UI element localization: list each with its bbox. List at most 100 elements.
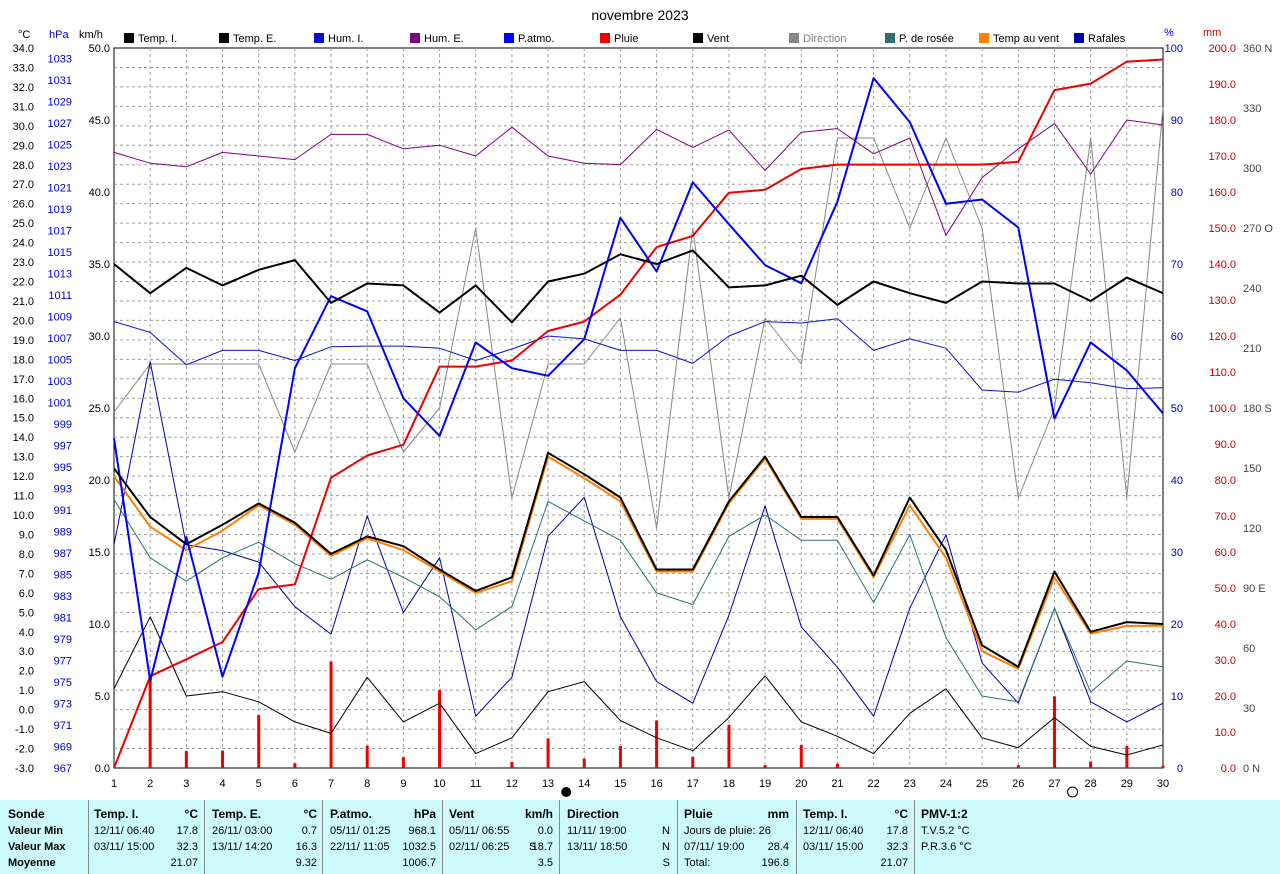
wind-tick-label: 50.0 xyxy=(89,43,110,55)
temp-e-avg: 9.32 xyxy=(295,857,317,869)
temp-tick-label: 20.0 xyxy=(13,315,34,327)
direction-min-time: 11/11/ 19:00 xyxy=(567,825,627,837)
stats-temp-e: Temp. E. °C 26/11/ 03:00 0.7 13/11/ 14:2… xyxy=(212,800,317,874)
legend-swatch xyxy=(219,33,229,43)
rain-tick-label: 80.0 xyxy=(1215,475,1236,487)
temp-e-min-time: 26/11/ 03:00 xyxy=(212,825,273,837)
legend-swatch xyxy=(789,33,799,43)
humidity-tick-label: 80 xyxy=(1171,187,1183,199)
day-tick-label: 16 xyxy=(650,778,662,790)
day-tick-label: 25 xyxy=(976,778,988,790)
legend-swatch xyxy=(124,33,134,43)
wind-tick-label: 10.0 xyxy=(89,619,110,631)
rain-tick-label: 120.0 xyxy=(1208,331,1236,343)
temp-e-max-time: 13/11/ 14:20 xyxy=(212,841,273,853)
vent-min-val: 0.0 xyxy=(537,825,553,837)
temp-tick-label: 26.0 xyxy=(13,199,34,211)
rain-bar xyxy=(1161,765,1165,768)
temp-tick-label: 18.0 xyxy=(13,354,34,366)
temp-i-max-time: 03/11/ 15:00 xyxy=(94,841,155,853)
direction-tick-label: 300 xyxy=(1243,163,1261,175)
pressure-tick-label: 969 xyxy=(54,742,72,754)
series-line-p-de-ros-e xyxy=(113,499,1164,703)
rain-tick-label: 20.0 xyxy=(1215,691,1236,703)
day-tick-label: 6 xyxy=(292,778,298,790)
pluie-unit: mm xyxy=(767,807,789,821)
rain-bar xyxy=(401,757,405,768)
rain-bar xyxy=(582,758,586,768)
pressure-tick-label: 1025 xyxy=(48,140,72,152)
stats-row-labels: Sonde Valeur Min Valeur Max Moyenne xyxy=(8,800,88,874)
direction-max-time: 13/11/ 18:50 xyxy=(567,841,628,853)
stats-direction: Direction 11/11/ 19:00 N 13/11/ 18:50 N … xyxy=(567,800,670,874)
series-line-hum-i xyxy=(113,318,1164,393)
pressure-tick-label: 1009 xyxy=(48,312,72,324)
day-tick-label: 3 xyxy=(183,778,189,790)
legend-label: Direction xyxy=(803,33,846,45)
patmo-title: P.atmo. xyxy=(330,807,372,821)
temp-i-min-val: 17.8 xyxy=(176,825,198,837)
temp-tick-label: 30.0 xyxy=(13,121,34,133)
day-tick-label: 22 xyxy=(867,778,879,790)
legend-swatch xyxy=(885,33,895,43)
day-tick-label: 15 xyxy=(614,778,626,790)
direction-tick-label: 210 xyxy=(1243,343,1261,355)
temp-tick-label: 14.0 xyxy=(13,432,34,444)
rain-tick-label: 200.0 xyxy=(1208,43,1236,55)
rain-bar xyxy=(510,761,514,768)
pluie-days: Jours de pluie: 26 xyxy=(684,825,771,837)
temp-tick-label: 5.0 xyxy=(19,607,34,619)
day-tick-label: 13 xyxy=(542,778,554,790)
direction-tick-label: 240 xyxy=(1243,283,1261,295)
temp-tick-label: -3.0 xyxy=(15,763,34,775)
vent-max-time: 02/11/ 06:25 xyxy=(449,841,510,853)
rain-tick-label: 50.0 xyxy=(1215,583,1236,595)
legend-swatch xyxy=(504,33,514,43)
separator xyxy=(88,800,89,874)
patmo-min-val: 968.1 xyxy=(408,825,436,837)
series-line-temp-i xyxy=(113,249,1164,324)
pressure-tick-label: 987 xyxy=(54,548,72,560)
patmo-min-time: 05/11/ 01:25 xyxy=(330,825,391,837)
stats-patmo: P.atmo. hPa 05/11/ 01:25 968.1 22/11/ 11… xyxy=(330,800,436,874)
legend-label: Temp au vent xyxy=(993,33,1059,45)
temp-tick-label: 32.0 xyxy=(13,82,34,94)
rain-tick-label: 0.0 xyxy=(1221,763,1236,775)
vent-min-time: 05/11/ 06:55 xyxy=(449,825,510,837)
rain-tick-label: 110.0 xyxy=(1209,367,1236,379)
day-tick-label: 29 xyxy=(1121,778,1133,790)
wind-tick-label: 35.0 xyxy=(89,259,110,271)
temp-tick-label: 10.0 xyxy=(13,510,34,522)
pressure-tick-label: 999 xyxy=(54,419,72,431)
series-line-direction xyxy=(113,107,1164,529)
rain-tick-label: 170.0 xyxy=(1208,151,1236,163)
rain-bar xyxy=(1052,696,1056,768)
temp-tick-label: 31.0 xyxy=(13,101,34,113)
temp-i2-min-time: 12/11/ 06:40 xyxy=(803,825,864,837)
rain-bar xyxy=(1016,765,1020,768)
temp-e-max-val: 16.3 xyxy=(295,841,317,853)
pressure-tick-label: 1019 xyxy=(48,204,72,216)
vent-unit: km/h xyxy=(524,807,553,821)
rain-bar xyxy=(655,720,659,768)
rain-bar xyxy=(329,661,333,768)
rain-bar xyxy=(184,751,188,768)
temp-i-avg: 21.07 xyxy=(170,857,198,869)
rain-bar xyxy=(438,689,442,768)
legend-label: Pluie xyxy=(614,33,638,45)
stats-pmv: PMV-1:2 T.V.5.2 °C P.R.3.6 °C xyxy=(921,800,1031,874)
rain-bar xyxy=(257,715,261,768)
pressure-tick-label: 981 xyxy=(54,613,72,625)
temp-tick-label: 19.0 xyxy=(13,335,34,347)
day-tick-label: 18 xyxy=(723,778,735,790)
patmo-unit: hPa xyxy=(413,807,436,821)
rain-bar xyxy=(293,763,297,768)
day-tick-label: 28 xyxy=(1085,778,1097,790)
label-min: Valeur Min xyxy=(8,825,64,837)
rain-bar xyxy=(618,746,622,768)
series-line-hum-e xyxy=(113,119,1164,236)
temp-i2-min-val: 17.8 xyxy=(886,825,908,837)
day-tick-label: 23 xyxy=(904,778,916,790)
pressure-tick-label: 1005 xyxy=(48,355,72,367)
temp-i-max-val: 32.3 xyxy=(176,841,198,853)
